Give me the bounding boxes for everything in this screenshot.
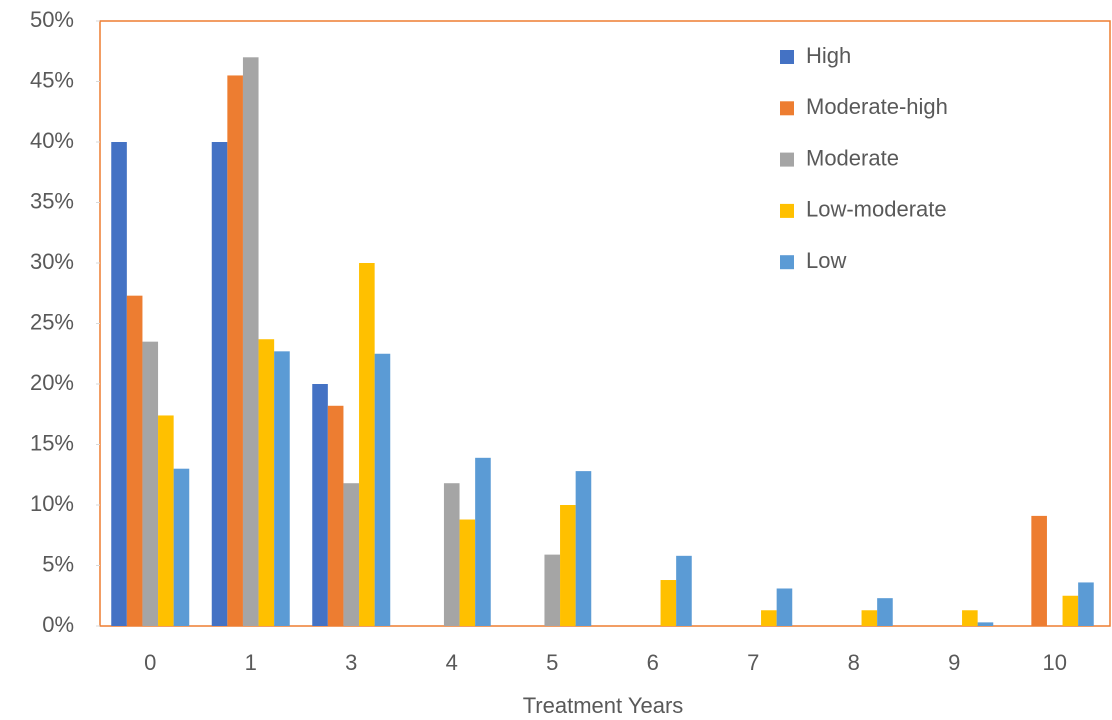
y-tick-label: 5% (42, 551, 74, 576)
bar (142, 341, 159, 626)
y-tick-label: 15% (30, 430, 74, 455)
legend-label: Low (806, 248, 846, 273)
y-tick-label: 0% (42, 612, 74, 637)
bar (544, 554, 561, 626)
bar (1078, 582, 1094, 626)
x-axis-title: Treatment Years (523, 693, 684, 718)
bar (211, 142, 228, 626)
bar (977, 622, 994, 626)
y-tick-label: 35% (30, 188, 74, 213)
bar (374, 353, 391, 626)
bar (111, 142, 127, 626)
bar (312, 384, 328, 626)
bar (962, 610, 978, 626)
x-tick-label: 4 (446, 650, 458, 675)
x-tick-label: 5 (546, 650, 558, 675)
bar (227, 75, 243, 626)
y-tick-label: 45% (30, 67, 74, 92)
bar (660, 580, 677, 626)
bar (242, 57, 259, 627)
bar (560, 505, 576, 626)
legend-label: Moderate-high (806, 94, 948, 119)
bar (173, 468, 190, 626)
bar (776, 588, 793, 626)
bar (676, 555, 692, 626)
bar (1031, 515, 1047, 626)
y-tick-label: 25% (30, 309, 74, 334)
bar (575, 471, 592, 626)
bar (126, 295, 143, 626)
legend-label: Moderate (806, 145, 899, 170)
bar (359, 263, 375, 626)
x-tick-label: 1 (245, 650, 257, 675)
bar (761, 610, 777, 626)
bar (1062, 595, 1079, 626)
bar (258, 339, 275, 626)
bar (459, 519, 476, 626)
y-tick-label: 20% (30, 370, 74, 395)
x-tick-label: 9 (948, 650, 960, 675)
x-tick-label: 8 (848, 650, 860, 675)
x-tick-label: 3 (345, 650, 357, 675)
bar (274, 351, 290, 626)
legend-label: Low-moderate (806, 197, 947, 222)
bar (343, 483, 360, 626)
x-tick-label: 10 (1043, 650, 1067, 675)
legend-swatch (780, 203, 794, 218)
bar (158, 415, 174, 626)
bar (327, 405, 344, 626)
y-tick-label: 10% (30, 491, 74, 516)
legend-swatch (780, 50, 794, 64)
y-tick-label: 30% (30, 249, 74, 274)
bar (877, 598, 893, 626)
legend-swatch (780, 152, 794, 167)
x-tick-label: 7 (747, 650, 759, 675)
y-tick-label: 50% (30, 7, 74, 32)
bar (861, 610, 878, 626)
x-tick-label: 0 (144, 650, 156, 675)
y-tick-label: 40% (30, 128, 74, 153)
legend-label: High (806, 43, 851, 68)
x-tick-label: 6 (647, 650, 659, 675)
legend-swatch (780, 101, 794, 116)
bar (475, 457, 491, 626)
bar (443, 483, 460, 626)
legend-swatch (780, 255, 794, 270)
